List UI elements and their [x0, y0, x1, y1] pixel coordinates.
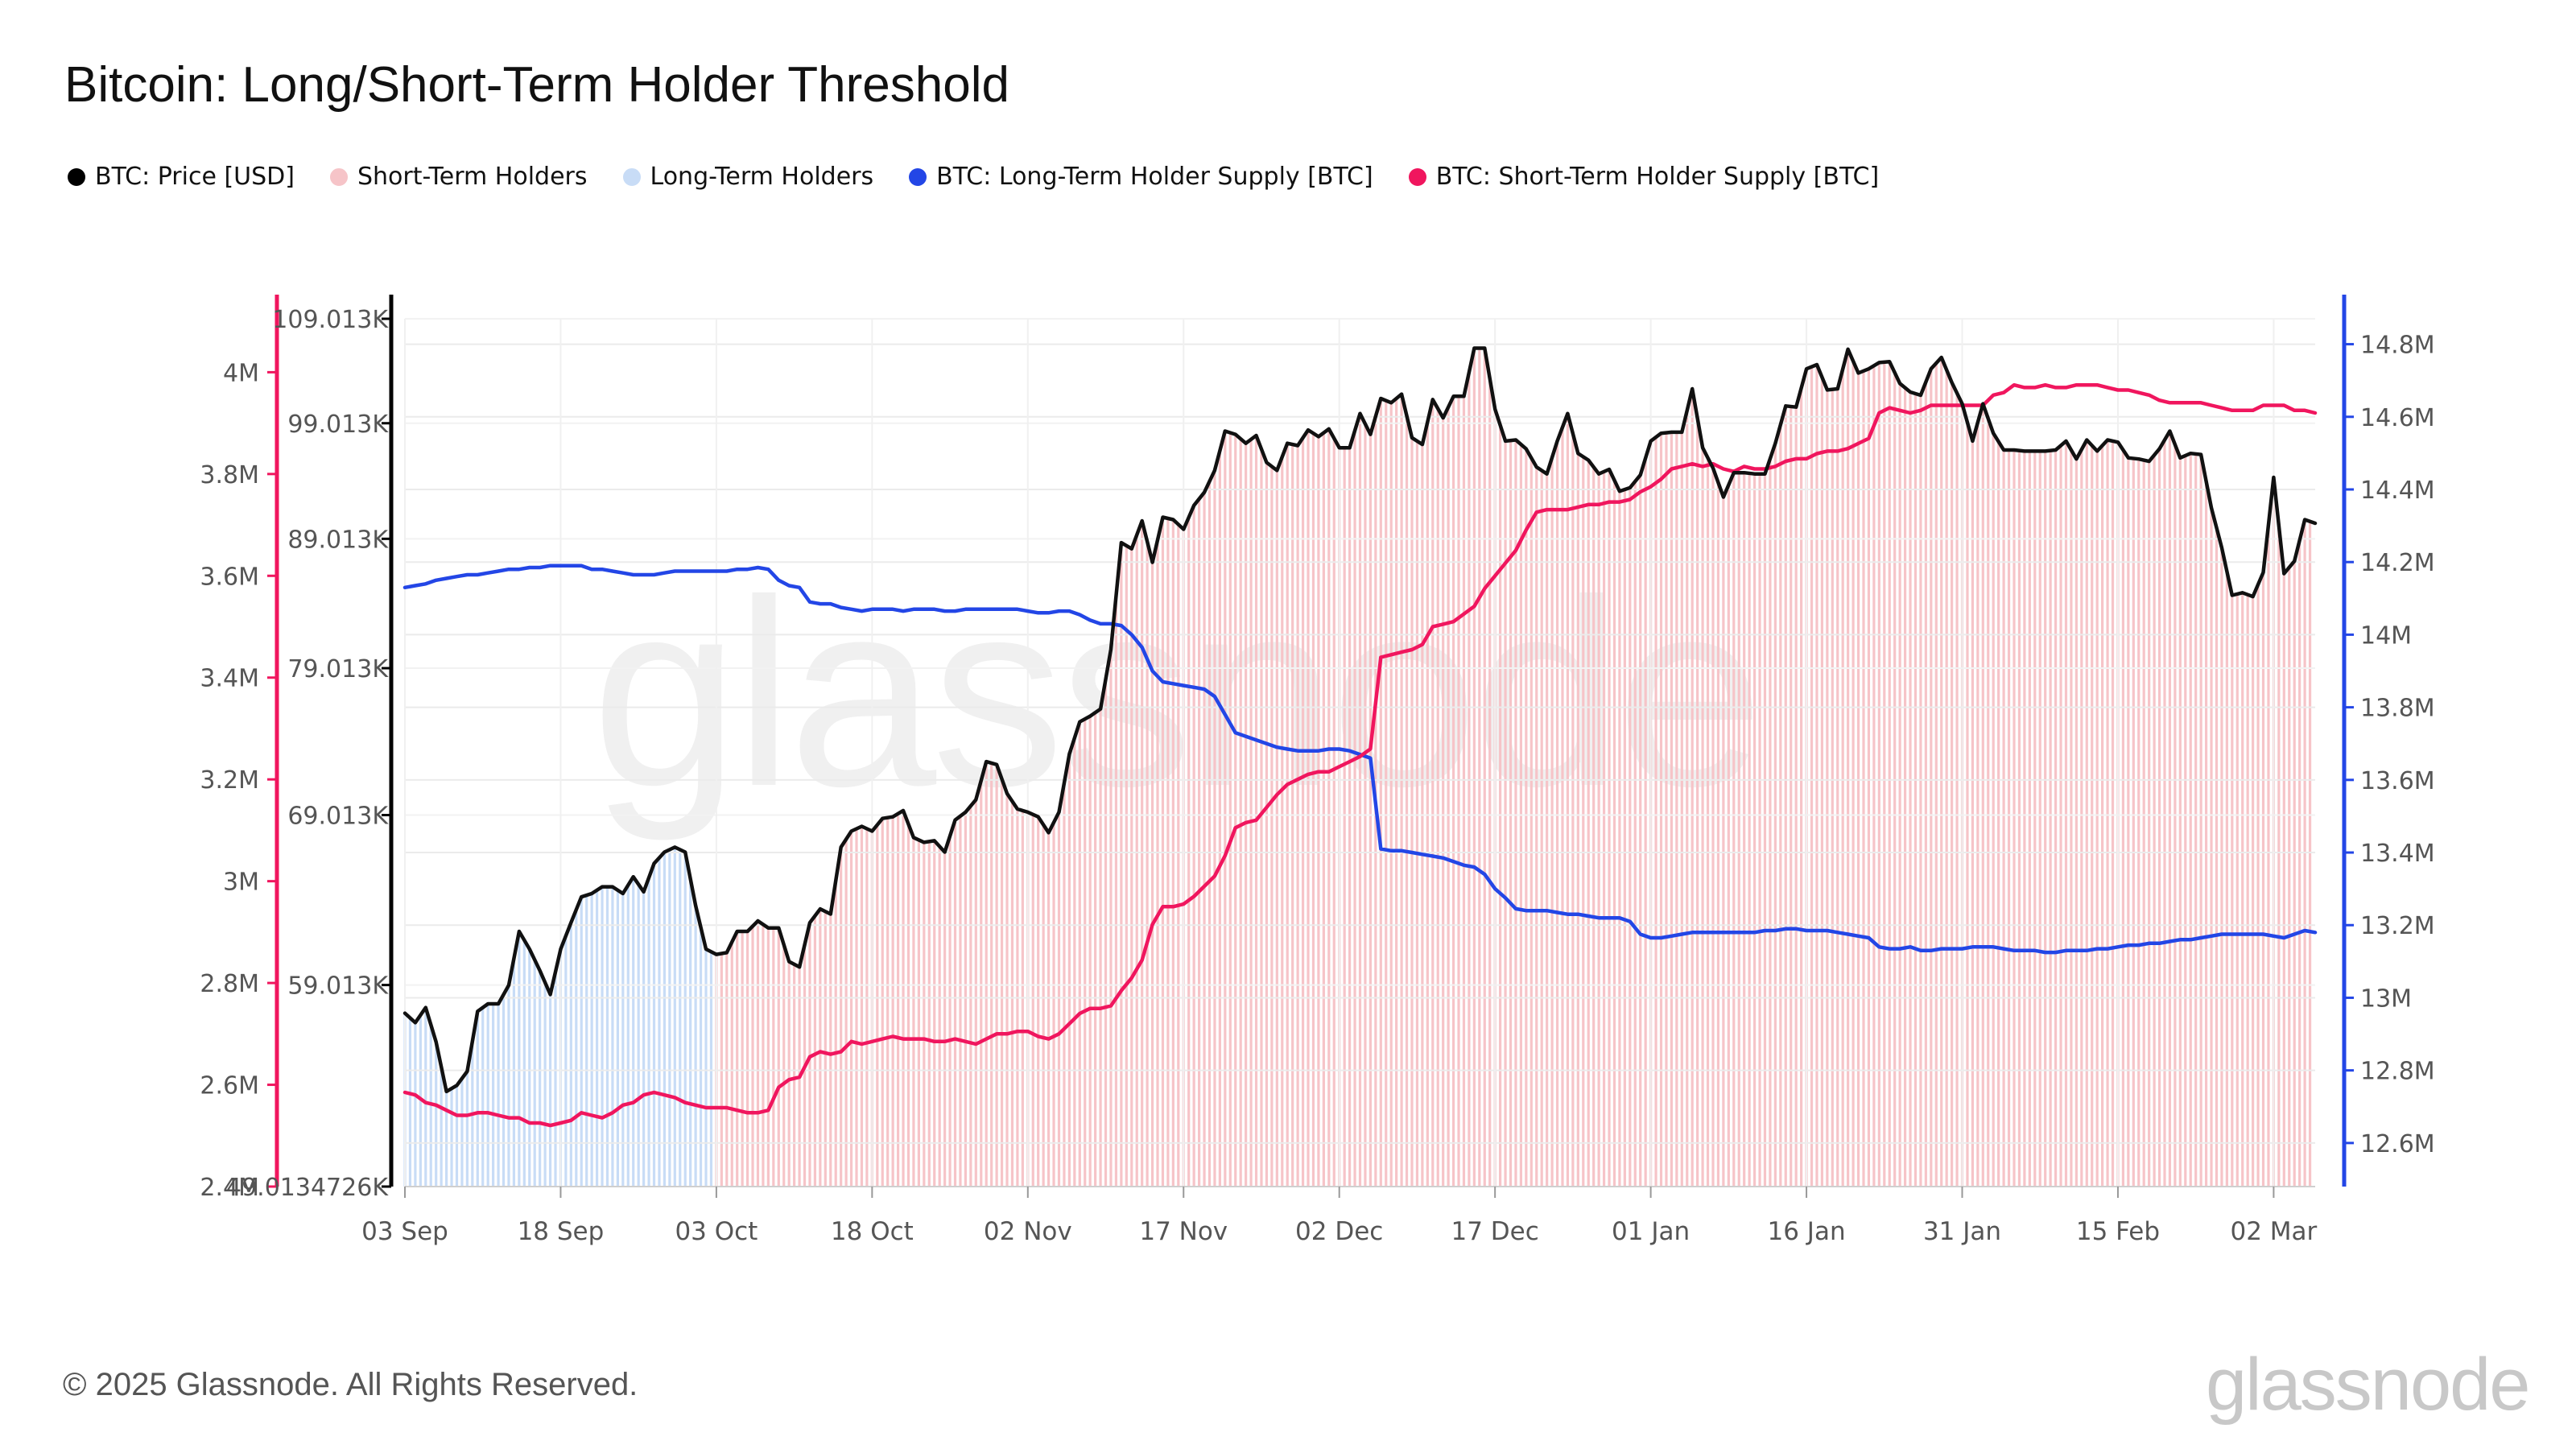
price-tick-label: 79.013K	[287, 655, 389, 683]
legend-label-price: BTC: Price [USD]	[95, 163, 295, 191]
chart-title: Bitcoin: Long/Short-Term Holder Threshol…	[64, 57, 1009, 113]
x-tick-label: 03 Sep	[361, 1217, 448, 1246]
left-supply-tick-label: 2.6M	[200, 1072, 259, 1100]
right-supply-tick-label: 13.6M	[2360, 767, 2435, 795]
legend-dot-sth-supply	[1408, 167, 1426, 186]
right-supply-tick-label: 13.2M	[2360, 912, 2435, 940]
legend-item-price[interactable]: BTC: Price [USD]	[68, 163, 295, 191]
series-line-btc-short-term-holder-supply-btc	[402, 382, 2318, 1128]
price-tick-label: 49.0134726K	[226, 1174, 389, 1202]
legend-item-long-term-holders[interactable]: Long-Term Holders	[622, 163, 874, 191]
left-supply-tick-label: 3.2M	[200, 766, 259, 795]
holder-regions	[403, 348, 2312, 1187]
legend-dot-price	[68, 167, 85, 186]
legend-dot-long-term-holders	[622, 167, 641, 186]
legend-item-lth-supply[interactable]: BTC: Long-Term Holder Supply [BTC]	[909, 163, 1373, 191]
right-supply-tick-label: 13M	[2360, 985, 2412, 1013]
legend: BTC: Price [USD] Short-Term Holders Long…	[68, 163, 1914, 191]
legend-label-long-term-holders: Long-Term Holders	[650, 163, 874, 191]
right-supply-tick-label: 12.6M	[2360, 1130, 2435, 1158]
x-tick-label: 02 Mar	[2231, 1217, 2318, 1246]
copyright: © 2025 Glassnode. All Rights Reserved.	[63, 1367, 638, 1402]
legend-item-short-term-holders[interactable]: Short-Term Holders	[329, 163, 588, 191]
x-tick-label: 18 Sep	[518, 1217, 605, 1246]
x-tick-label: 02 Dec	[1295, 1217, 1383, 1246]
axes: 2.4M 2.6M 2.8M 3M 3.2M 3.4M 3.6M 3.8M 4M 49.01347…	[200, 295, 2435, 1246]
legend-item-sth-supply[interactable]: BTC: Short-Term Holder Supply [BTC]	[1408, 163, 1880, 191]
right-supply-tick-label: 14.8M	[2360, 332, 2435, 360]
right-supply-tick-label: 12.8M	[2360, 1058, 2435, 1086]
x-tick-label: 16 Jan	[1768, 1217, 1846, 1246]
left-supply-tick-label: 2.4M	[200, 1174, 259, 1202]
region-short-term-holders	[715, 348, 2312, 1187]
right-supply-tick-label: 14.4M	[2360, 477, 2435, 505]
right-supply-tick-label: 13.4M	[2360, 840, 2435, 868]
legend-label-sth-supply: BTC: Short-Term Holder Supply [BTC]	[1435, 163, 1880, 191]
legend-dot-lth-supply	[909, 167, 927, 186]
right-supply-tick-label: 14M	[2360, 621, 2412, 650]
legend-label-lth-supply: BTC: Long-Term Holder Supply [BTC]	[936, 163, 1373, 191]
x-tick-label: 01 Jan	[1612, 1217, 1690, 1246]
right-supply-tick-label: 14.2M	[2360, 549, 2435, 577]
x-tick-label: 17 Dec	[1451, 1217, 1539, 1246]
price-tick-label: 69.013K	[287, 803, 389, 831]
x-tick-label: 31 Jan	[1923, 1217, 2001, 1246]
x-tick-label: 02 Nov	[984, 1217, 1072, 1246]
x-tick-label: 15 Feb	[2076, 1217, 2160, 1246]
left-supply-tick-label: 2.8M	[200, 970, 259, 998]
x-tick-label: 18 Oct	[831, 1217, 914, 1246]
brand-logo: glassnode	[2206, 1344, 2530, 1426]
left-supply-tick-label: 3.4M	[200, 665, 259, 693]
left-supply-tick-label: 4M	[223, 359, 259, 387]
price-tick-label: 109.013K	[272, 306, 389, 334]
price-tick-label: 99.013K	[287, 411, 389, 439]
region-long-term-holders	[403, 847, 713, 1187]
price-tick-label: 59.013K	[287, 972, 389, 1001]
x-tick-label: 17 Nov	[1139, 1217, 1228, 1246]
series-line-btc-price-usd	[402, 346, 2318, 1094]
series	[402, 346, 2318, 1128]
right-supply-tick-label: 13.8M	[2360, 695, 2435, 723]
x-tick-label: 03 Oct	[675, 1217, 758, 1246]
price-tick-label: 89.013K	[287, 526, 389, 554]
legend-label-short-term-holders: Short-Term Holders	[357, 163, 588, 191]
left-supply-tick-label: 3.8M	[200, 461, 259, 489]
legend-dot-short-term-holders	[329, 167, 348, 186]
left-supply-tick-label: 3.6M	[200, 563, 259, 591]
right-supply-tick-label: 14.6M	[2360, 404, 2435, 432]
left-supply-tick-label: 3M	[223, 869, 259, 897]
